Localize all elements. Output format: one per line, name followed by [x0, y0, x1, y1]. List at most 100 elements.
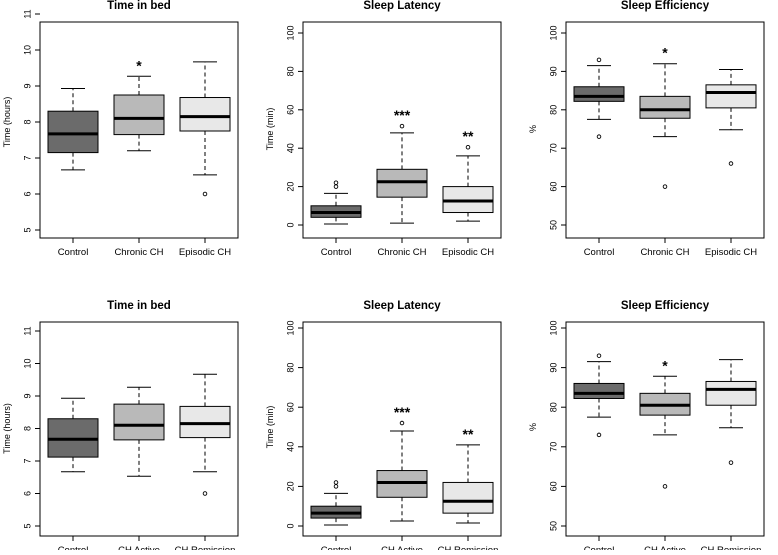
box-ch-active	[113, 386, 165, 477]
y-axis-label: Time (hours)	[2, 97, 12, 148]
y-tick-label: 7	[22, 155, 32, 160]
plot-frame	[565, 321, 765, 537]
y-tick-label: 11	[22, 9, 32, 18]
panel-5: Sleep Latency Time (min) 0 20 40 60 80 100 Contr…	[265, 300, 502, 555]
y-tick-label: 50	[548, 521, 558, 531]
y-tick-label: 20	[285, 481, 295, 491]
outlier-point	[596, 57, 602, 63]
iqr-box	[705, 380, 757, 406]
chart-title: Sleep Efficiency	[621, 300, 710, 312]
y-tick-label: 60	[285, 105, 295, 115]
iqr-box	[47, 110, 99, 154]
panel-1: Time in bed Time (hours) 5 6 7 8 9 10 11 Control C…	[2, 0, 239, 258]
outlier-point	[728, 460, 734, 465]
y-tick-label: 100	[285, 320, 295, 335]
outlier-point	[333, 180, 339, 186]
significance-marker: ***	[394, 107, 411, 123]
chart-title: Sleep Latency	[363, 300, 441, 312]
significance-marker: **	[463, 426, 474, 442]
y-axis-label: %	[528, 125, 538, 133]
outlier-point	[333, 480, 339, 485]
y-tick-label: 40	[285, 442, 295, 452]
iqr-box	[573, 382, 625, 399]
panel-6: Sleep Efficiency% 50 60 70 80 90 100 Control CH …	[528, 300, 765, 555]
significance-marker: *	[662, 45, 668, 61]
x-tick-label: Episodic CH	[179, 247, 231, 258]
box-ch-remission: **	[442, 426, 494, 524]
x-tick-label: Control	[584, 247, 615, 258]
x-tick-label: CH Remission	[175, 545, 236, 550]
box-control	[47, 88, 99, 171]
outlier-point	[596, 353, 602, 358]
x-tick-label: Episodic CH	[705, 247, 757, 258]
y-tick-label: 70	[548, 442, 558, 452]
x-tick-label: CH Remission	[701, 545, 762, 550]
y-tick-label: 80	[285, 66, 295, 76]
outlier-point	[662, 184, 668, 189]
y-tick-label: 8	[22, 119, 32, 124]
iqr-box	[113, 94, 165, 136]
y-tick-label: 0	[285, 222, 295, 227]
iqr-box	[179, 405, 231, 439]
significance-marker: **	[463, 128, 474, 144]
y-tick-label: 80	[285, 363, 295, 373]
panel-2: Sleep Latency Time (min) 0 20 40 60 80 100 Contr…	[265, 0, 502, 258]
x-tick-label: Control	[58, 247, 89, 258]
y-tick-label: 80	[548, 105, 558, 115]
panel-4: Time in bed Time (hours) 5 6 7 8 9 10 11 Control C…	[2, 300, 239, 555]
x-tick-label: Chronic CH	[114, 247, 163, 258]
y-tick-label: 90	[548, 363, 558, 373]
outlier-point	[399, 420, 405, 426]
box-ch-remission	[179, 373, 231, 496]
box-episodic-ch: **	[442, 128, 494, 222]
y-tick-label: 0	[285, 523, 295, 528]
box-ch-active: ***	[376, 404, 428, 522]
significance-marker: ***	[394, 404, 411, 420]
iqr-box	[113, 403, 165, 441]
box-control	[573, 57, 625, 139]
box-control	[310, 480, 362, 526]
y-tick-label: 100	[285, 25, 295, 40]
panel-3: Sleep Efficiency% 50 60 70 80 90 100 Control Chr…	[528, 0, 765, 258]
outlier-point	[728, 161, 734, 166]
y-tick-label: 6	[22, 191, 32, 196]
y-tick-label: 10	[22, 358, 32, 368]
box-episodic-ch	[179, 61, 231, 197]
y-tick-label: 5	[22, 523, 32, 528]
y-tick-label: 5	[22, 227, 32, 232]
iqr-box	[179, 97, 231, 132]
x-tick-label: CH Active	[644, 545, 686, 550]
iqr-box	[573, 86, 625, 102]
y-tick-label: 50	[548, 220, 558, 230]
chart-title: Time in bed	[107, 0, 171, 12]
x-tick-label: Control	[321, 247, 352, 258]
box-episodic-ch	[705, 68, 757, 166]
y-axis-label: Time (hours)	[2, 403, 12, 454]
outlier-point	[662, 484, 668, 489]
chart-title: Sleep Efficiency	[621, 0, 710, 12]
outlier-point	[202, 191, 208, 197]
box-ch-remission	[705, 359, 757, 465]
y-tick-label: 9	[22, 83, 32, 88]
x-tick-label: CH Active	[118, 545, 160, 550]
box-ch-active: *	[639, 357, 691, 489]
outlier-point	[333, 184, 339, 189]
y-tick-label: 60	[285, 402, 295, 412]
x-tick-label: CH Remission	[438, 545, 499, 550]
y-tick-label: 11	[22, 326, 32, 335]
outlier-point	[596, 134, 602, 139]
outlier-point	[333, 484, 339, 489]
x-tick-label: Control	[584, 545, 615, 550]
outlier-point	[202, 491, 208, 496]
y-tick-label: 6	[22, 491, 32, 496]
chart-title: Time in bed	[107, 300, 171, 312]
x-tick-label: Chronic CH	[640, 247, 689, 258]
y-tick-label: 7	[22, 458, 32, 463]
y-tick-label: 9	[22, 393, 32, 398]
x-tick-label: Episodic CH	[442, 247, 494, 258]
box-control	[47, 397, 99, 473]
y-tick-label: 60	[548, 182, 558, 192]
x-tick-label: Control	[321, 545, 352, 550]
